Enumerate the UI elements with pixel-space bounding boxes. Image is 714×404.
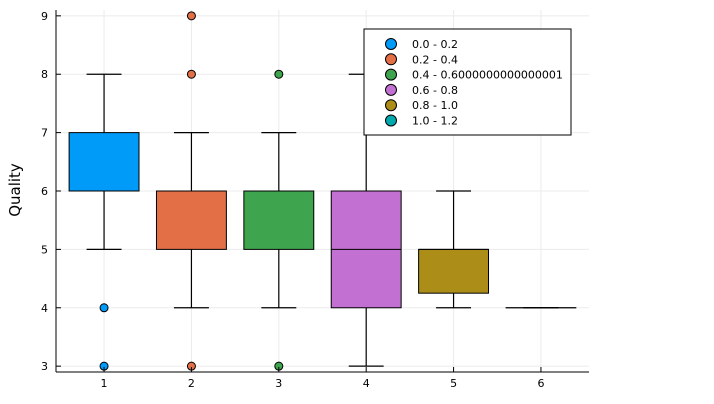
x-tick-label: 1 xyxy=(101,377,108,390)
box-body xyxy=(69,133,139,191)
legend-label: 0.4 - 0.6000000000000001 xyxy=(412,69,563,82)
legend-label: 1.0 - 1.2 xyxy=(412,115,458,128)
y-tick-label: 9 xyxy=(41,10,48,23)
legend-marker xyxy=(386,54,397,65)
y-tick-label: 4 xyxy=(41,302,48,315)
y-tick-label: 8 xyxy=(41,68,48,81)
box-body xyxy=(156,191,226,249)
y-tick-label: 3 xyxy=(41,360,48,373)
legend-marker xyxy=(386,39,397,50)
legend-label: 0.6 - 0.8 xyxy=(412,84,458,97)
legend-marker xyxy=(386,100,397,111)
box-group xyxy=(419,191,489,308)
legend-marker xyxy=(386,115,397,126)
legend-label: 0.0 - 0.2 xyxy=(412,38,458,51)
x-tick-label: 6 xyxy=(537,377,544,390)
x-tick-label: 2 xyxy=(188,377,195,390)
x-tick-label: 4 xyxy=(363,377,370,390)
legend-label: 0.8 - 1.0 xyxy=(412,99,458,112)
legend-label: 0.2 - 0.4 xyxy=(412,53,458,66)
y-axis-label: Quality xyxy=(6,163,24,217)
box-body xyxy=(244,191,314,249)
y-tick-label: 5 xyxy=(41,243,48,256)
legend-marker xyxy=(386,84,397,95)
x-tick-label: 3 xyxy=(275,377,282,390)
outlier-point xyxy=(187,70,195,78)
legend-marker xyxy=(386,69,397,80)
outlier-point xyxy=(100,304,108,312)
outlier-point xyxy=(275,70,283,78)
x-tick-label: 5 xyxy=(450,377,457,390)
box-body xyxy=(419,249,489,293)
y-tick-label: 6 xyxy=(41,185,48,198)
outlier-point xyxy=(187,12,195,20)
y-tick-label: 7 xyxy=(41,127,48,140)
legend: 0.0 - 0.2 0.2 - 0.4 0.4 - 0.60000000000000… xyxy=(364,29,571,135)
